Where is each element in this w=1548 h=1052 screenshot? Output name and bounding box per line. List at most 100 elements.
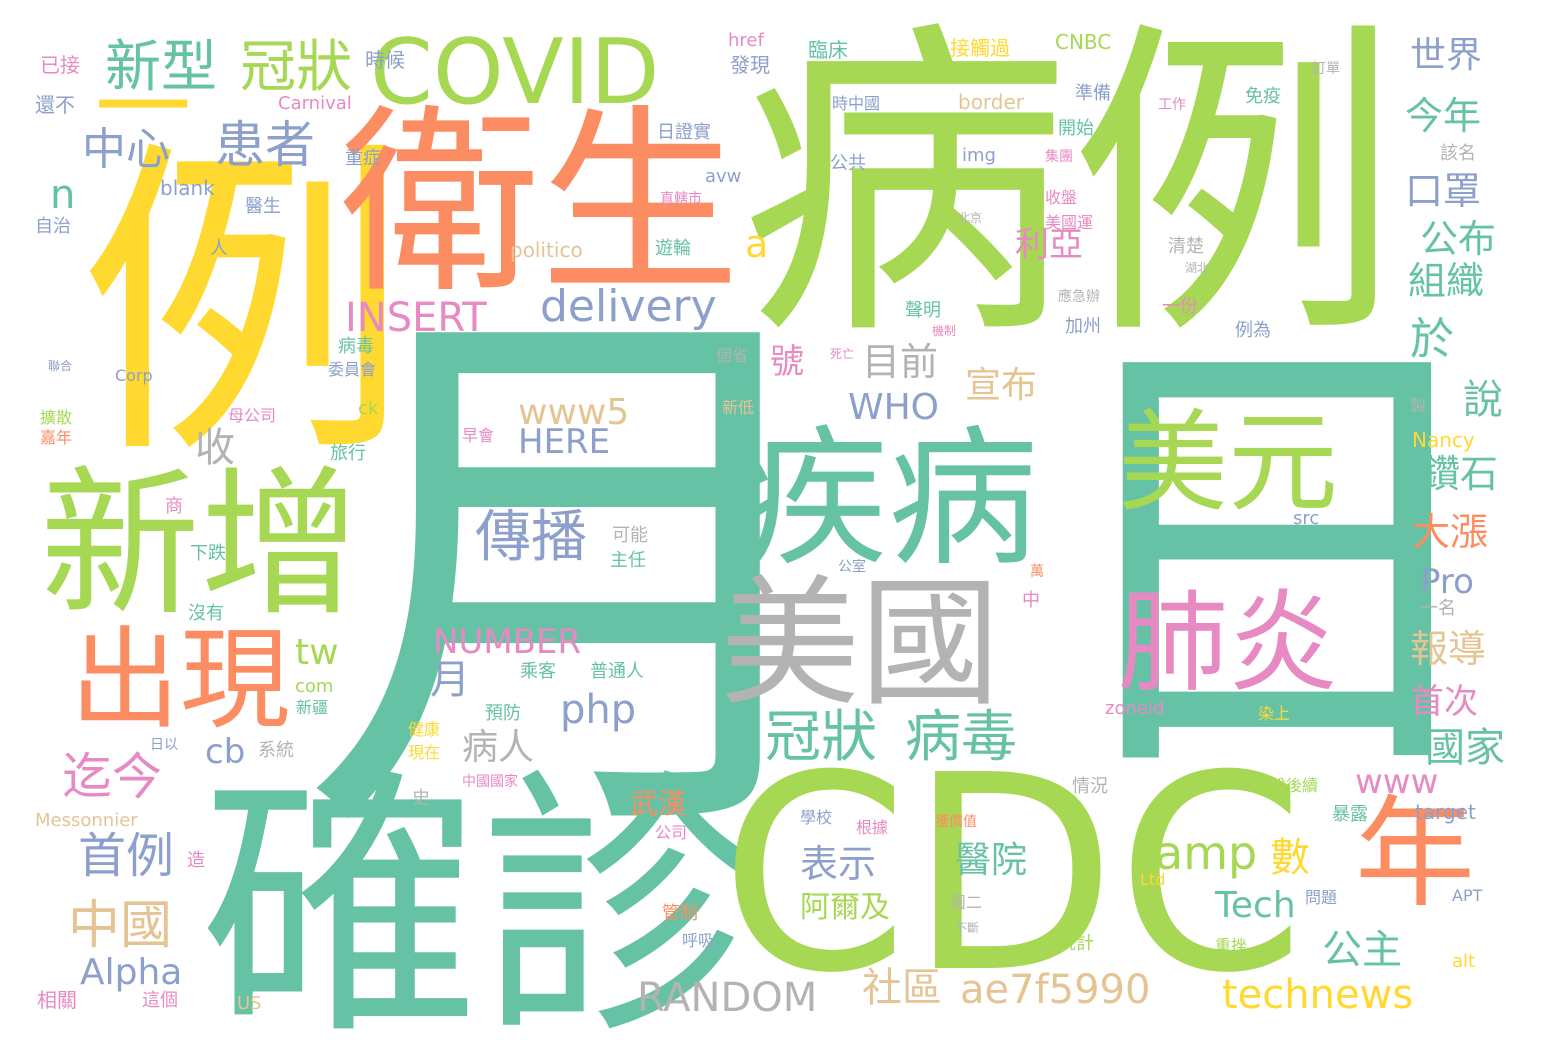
word-cloud-word: CNBC bbox=[1055, 30, 1112, 54]
word-cloud-word: 臨床 bbox=[808, 38, 848, 62]
word-cloud-word: 加州 bbox=[1065, 316, 1101, 337]
word-cloud-word: com bbox=[295, 676, 334, 697]
word-cloud-word: Corp bbox=[115, 366, 153, 385]
word-cloud-word: 遊輪 bbox=[655, 238, 691, 259]
word-cloud-word: 公布 bbox=[1420, 217, 1497, 261]
word-cloud-word: 訂單 bbox=[1312, 61, 1340, 77]
word-cloud-word: 新疆 bbox=[296, 698, 329, 717]
word-cloud-word: 死亡 bbox=[830, 347, 855, 361]
word-cloud-word: US bbox=[237, 993, 262, 1014]
word-cloud-word: 現在 bbox=[408, 743, 441, 762]
word-cloud-word: 國家 bbox=[1425, 725, 1505, 771]
word-cloud-word: 醫生 bbox=[245, 196, 281, 217]
word-cloud-word: 鑽石 bbox=[1422, 452, 1499, 496]
word-cloud-word: 主任 bbox=[610, 550, 646, 571]
word-cloud-word: 日證實 bbox=[657, 122, 711, 143]
word-cloud-word: Ltd bbox=[1140, 870, 1166, 889]
word-cloud-word: 重挫 bbox=[1215, 936, 1248, 955]
word-cloud-word: 病毒 bbox=[338, 336, 374, 357]
word-cloud-word: 商 bbox=[165, 496, 183, 517]
word-cloud-word: technews bbox=[1222, 972, 1414, 1018]
word-cloud-word: 出現 bbox=[70, 616, 290, 744]
word-cloud-word: 已接 bbox=[40, 53, 80, 77]
word-cloud-word: 清楚 bbox=[1168, 236, 1204, 257]
word-cloud-word: 說 bbox=[1463, 377, 1503, 423]
word-cloud-word: 收 bbox=[195, 425, 235, 471]
word-cloud-word: 週二 bbox=[950, 893, 983, 912]
word-cloud-word: 相關 bbox=[37, 988, 77, 1012]
word-cloud-word: 沒有 bbox=[188, 603, 224, 624]
word-cloud-word: 確診 bbox=[200, 747, 760, 1052]
word-cloud-word: 直轄市 bbox=[660, 191, 702, 207]
word-cloud-word: 年 bbox=[1355, 785, 1475, 924]
word-cloud-word: 機制 bbox=[932, 324, 957, 338]
word-cloud-word: 新低 bbox=[722, 398, 755, 417]
word-cloud-word: 日以 bbox=[150, 737, 178, 753]
word-cloud-word: 湖北 bbox=[1185, 261, 1210, 275]
word-cloud-word: 世界 bbox=[1410, 35, 1483, 76]
word-cloud-word: 武漢 bbox=[630, 787, 687, 820]
word-cloud-word: 工作 bbox=[1158, 97, 1186, 113]
word-cloud-word: 嘉年 bbox=[40, 428, 73, 447]
word-cloud-word: 應急辦 bbox=[1058, 289, 1100, 305]
word-cloud-word: border bbox=[958, 90, 1025, 114]
word-cloud-word: 時候 bbox=[365, 48, 405, 72]
word-cloud-word: 病例 bbox=[740, 0, 1400, 379]
word-cloud-word: a bbox=[745, 222, 769, 266]
word-cloud-word: 根據 bbox=[856, 818, 889, 837]
word-cloud-word: 疾病 bbox=[738, 413, 1039, 587]
word-cloud-word: Alpha bbox=[80, 952, 183, 993]
word-cloud-word: 首例 bbox=[78, 828, 175, 884]
word-cloud-word: amp bbox=[1155, 826, 1258, 880]
word-cloud-word: 報導 bbox=[1410, 627, 1487, 671]
word-cloud-word: 公主 bbox=[1322, 927, 1402, 973]
word-cloud-word: 迄今 bbox=[62, 748, 162, 806]
word-cloud-word: 收盤 bbox=[1045, 188, 1078, 207]
word-cloud-word: avw bbox=[705, 166, 742, 187]
word-cloud-word: 製 bbox=[1410, 396, 1427, 415]
word-cloud-word: 今年 bbox=[1405, 94, 1482, 138]
word-cloud-word: 病毒 bbox=[905, 705, 1017, 770]
word-cloud-word: 肺炎 bbox=[1118, 579, 1338, 707]
word-cloud-word: 例 bbox=[23, 130, 407, 460]
word-cloud-word: 委員會 bbox=[328, 360, 377, 379]
word-cloud-word: 利亞 bbox=[1015, 225, 1083, 265]
word-cloud-word: 時中國 bbox=[832, 94, 881, 113]
word-cloud-word: 自治 bbox=[35, 216, 71, 237]
word-cloud-word: 學校 bbox=[800, 808, 833, 827]
word-cloud-word: 新型 bbox=[105, 35, 217, 100]
word-cloud-word: delivery bbox=[540, 281, 717, 332]
word-cloud-word: www bbox=[1355, 762, 1439, 802]
word-cloud-word: 月 bbox=[430, 657, 470, 703]
word-cloud-word: 病人 bbox=[462, 727, 535, 768]
word-cloud-word: 一 bbox=[95, 52, 191, 164]
word-cloud-word: 開始 bbox=[1058, 118, 1094, 139]
word-cloud-word: 造 bbox=[187, 850, 205, 871]
word-cloud-word: 中 bbox=[1022, 590, 1040, 611]
word-cloud-word: 下跌 bbox=[190, 543, 226, 564]
word-cloud-word: 乘客 bbox=[520, 661, 556, 682]
word-cloud-word: RANDOM bbox=[637, 975, 818, 1021]
word-cloud-word: ae7f5990 bbox=[960, 967, 1151, 1013]
word-cloud-word: HERE bbox=[518, 422, 611, 462]
word-cloud-word: 衛生 bbox=[340, 88, 741, 321]
word-cloud-word: INSERT bbox=[345, 295, 487, 341]
word-cloud-word: 表示 bbox=[800, 842, 877, 886]
word-cloud-word: 暴露 bbox=[1332, 804, 1368, 825]
word-cloud-word: 中國國家 bbox=[462, 774, 518, 790]
word-cloud-word: 獲價值 bbox=[935, 814, 977, 830]
word-cloud-word: 冠狀 bbox=[765, 705, 877, 770]
word-cloud-word: APT bbox=[1452, 886, 1483, 905]
word-cloud-word: 公室 bbox=[838, 559, 866, 575]
word-cloud-word: 接觸過 bbox=[950, 36, 1010, 60]
word-cloud-word: 系統 bbox=[258, 740, 294, 761]
word-cloud-word: 一份 bbox=[1162, 296, 1198, 317]
word-cloud-word: 公司 bbox=[655, 823, 688, 842]
word-cloud-word: 母公司 bbox=[228, 406, 277, 425]
word-cloud-word: 宣布 bbox=[965, 365, 1038, 406]
word-cloud-word: 盤後續 bbox=[1270, 776, 1319, 795]
word-cloud-word: 史 bbox=[412, 788, 430, 809]
word-cloud-word: 大漲 bbox=[1412, 510, 1489, 554]
word-cloud-word: 日 bbox=[1040, 289, 1510, 836]
word-cloud-word: 號 bbox=[770, 342, 804, 382]
